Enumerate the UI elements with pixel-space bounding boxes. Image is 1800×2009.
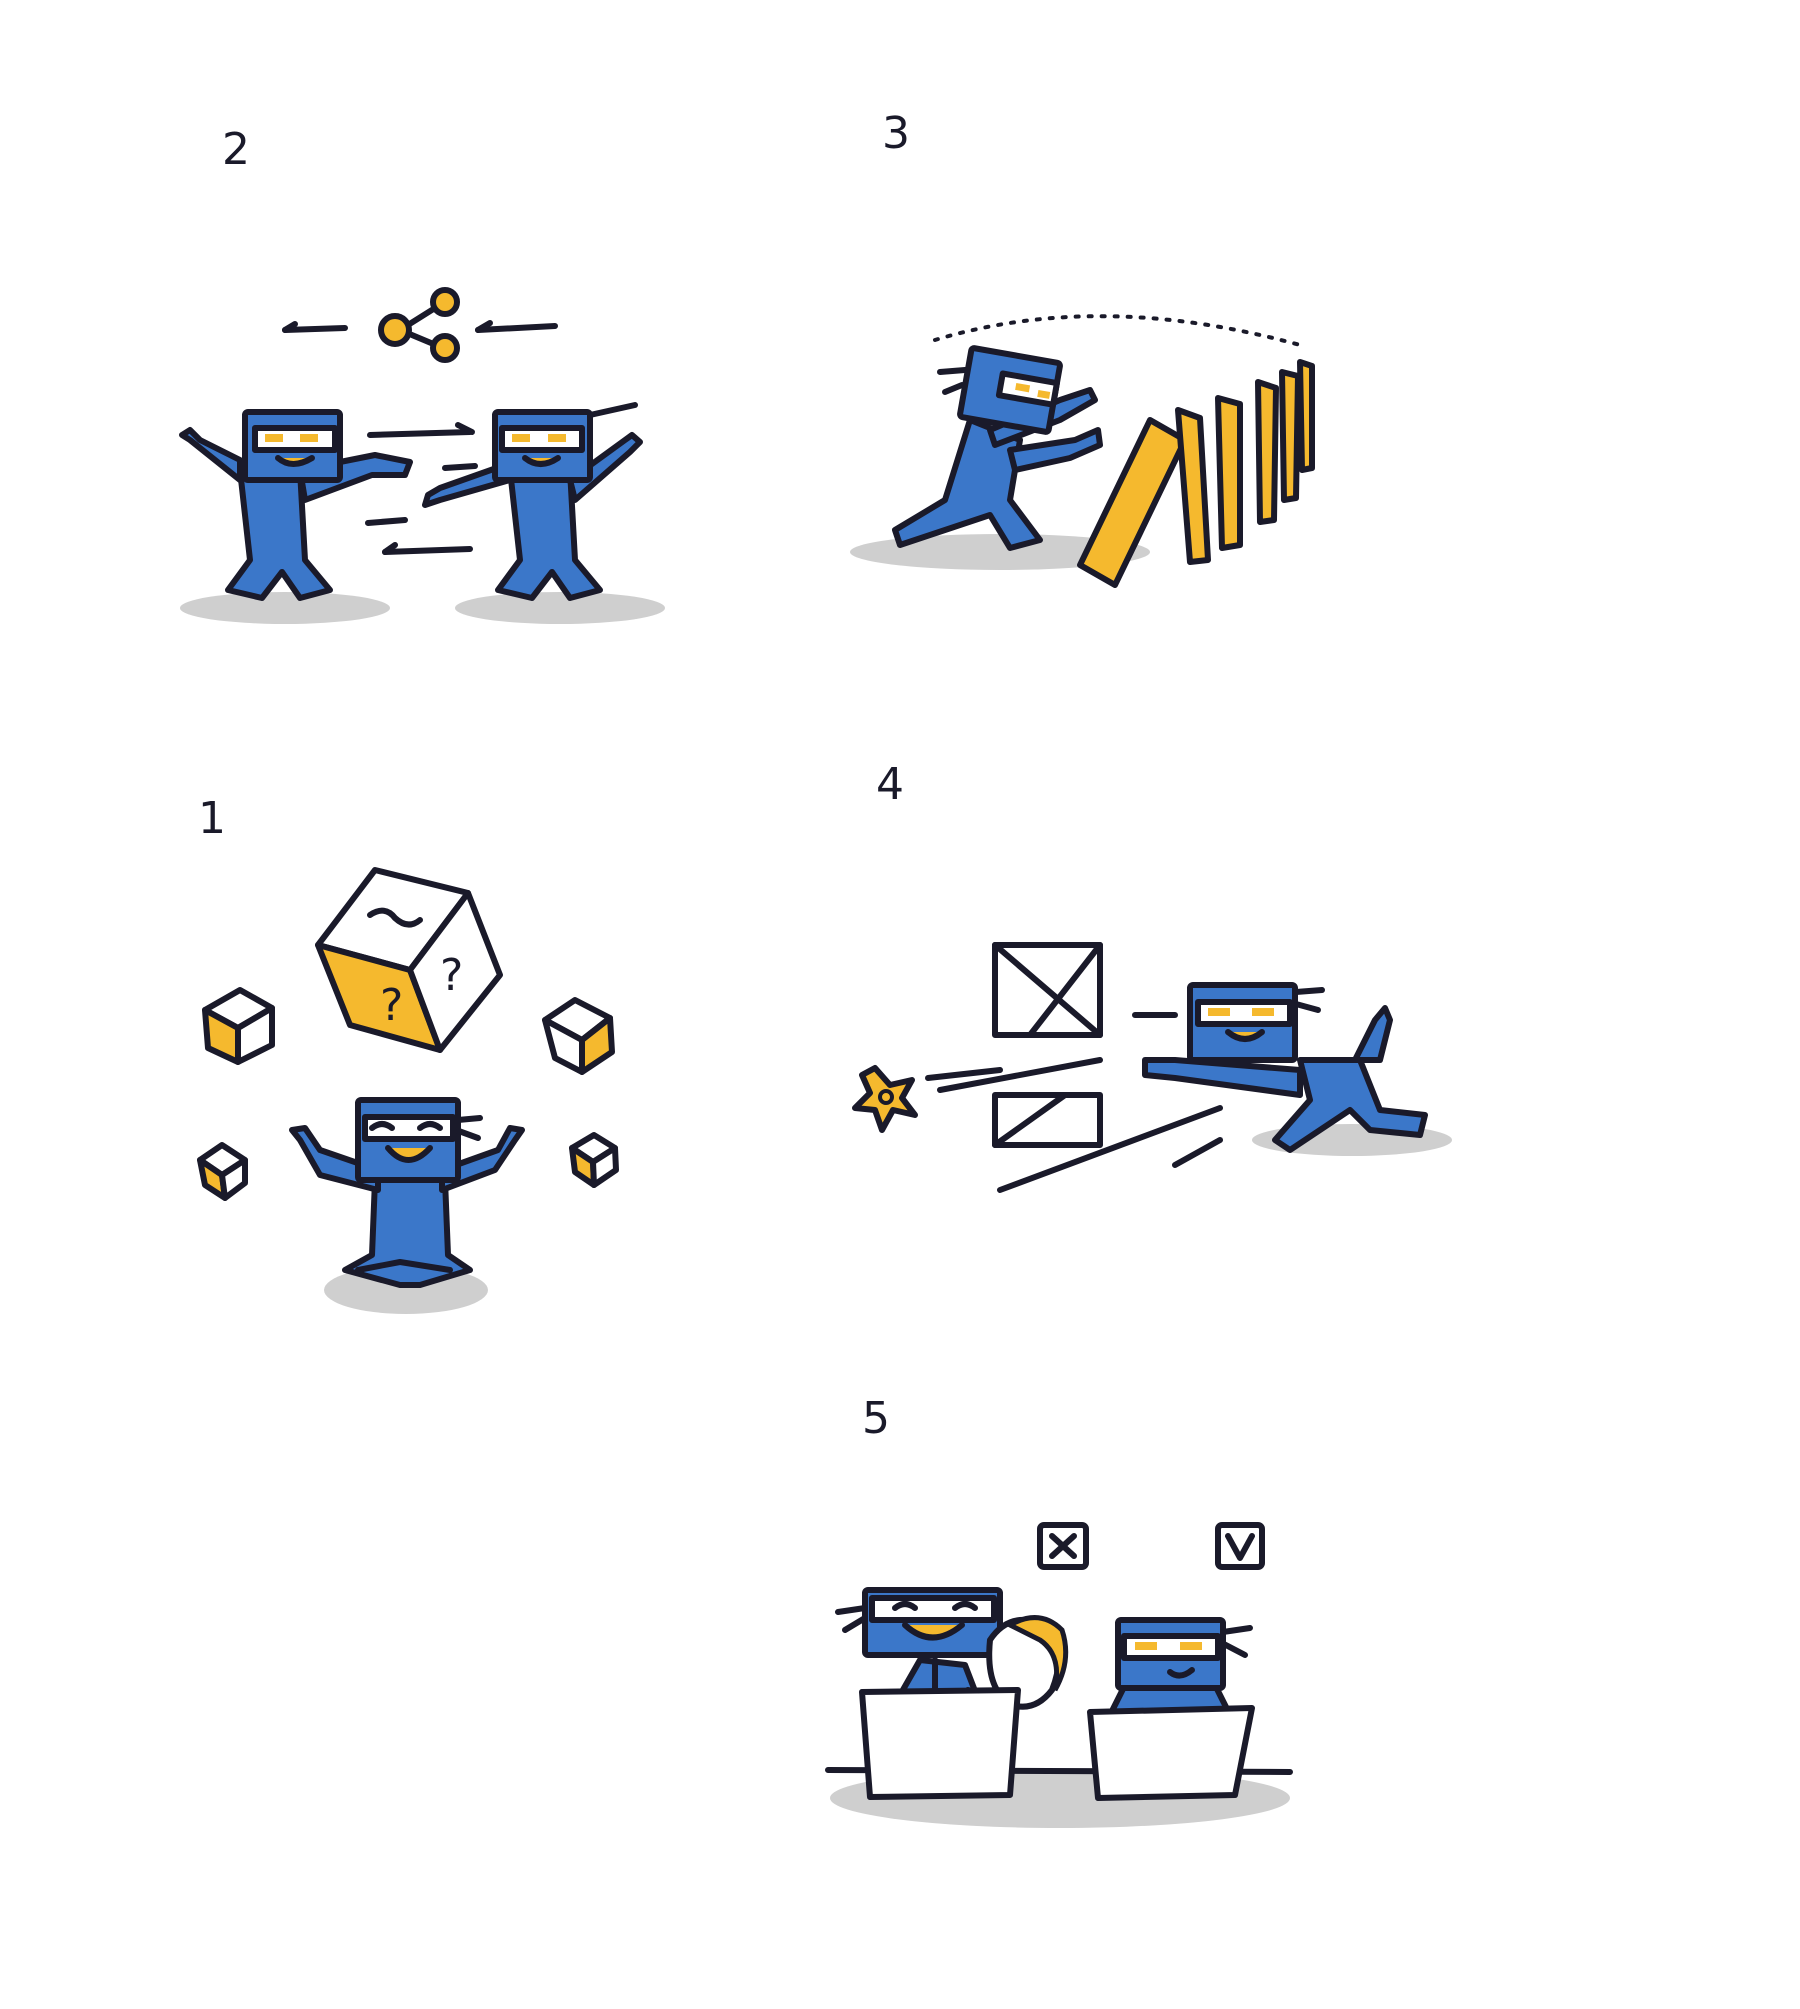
cube-question-mark-front: ? (380, 980, 403, 1031)
speed-lines (925, 1012, 1223, 1193)
cube-question-mark-side: ? (440, 950, 463, 1001)
panel-number-4: 4 (876, 759, 904, 810)
dominoes (1077, 359, 1315, 588)
ninja-throwing (1142, 982, 1428, 1153)
panel-2-scene (179, 287, 665, 624)
check-box-icon (1215, 1522, 1265, 1570)
ninja-right-laptop (1107, 1617, 1253, 1718)
panel-number-5: 5 (862, 1393, 890, 1444)
small-cube-bottom-right (569, 1132, 619, 1188)
laptop-right (1087, 1705, 1255, 1801)
panel-3-scene (850, 314, 1315, 588)
share-icon (378, 287, 460, 363)
motion-arc (933, 314, 1302, 347)
panel-number-3: 3 (882, 108, 910, 159)
panel-5-scene (825, 1522, 1293, 1828)
panel-number-2: 2 (222, 124, 250, 175)
ninja-shadow (850, 534, 1150, 570)
cross-box-icon (992, 942, 1103, 1038)
cross-box-icon (1037, 1522, 1089, 1570)
small-cube-bottom-left (197, 1142, 248, 1201)
panel-1-scene: ? ? (197, 867, 619, 1314)
exchange-arrows (365, 422, 478, 555)
ninja-pushing (892, 345, 1103, 551)
panel-number-1: 1 (198, 793, 226, 844)
small-cube-top-left (202, 987, 275, 1065)
shuriken-icon (852, 1065, 918, 1133)
panel-4-scene (852, 942, 1452, 1193)
arrow-left-to-share (282, 321, 348, 333)
arrow-right-to-share (475, 320, 558, 333)
ninja-right (422, 402, 643, 601)
broken-box (992, 1092, 1103, 1148)
laptop-left (859, 1687, 1021, 1800)
ninja-meditating (289, 1097, 525, 1288)
small-cube-top-right (542, 997, 615, 1075)
ninja-shadow-left (180, 592, 390, 624)
ninja-shadow-right (455, 592, 665, 624)
question-cube-icon: ? ? (315, 867, 503, 1053)
ninja-left (179, 409, 413, 601)
